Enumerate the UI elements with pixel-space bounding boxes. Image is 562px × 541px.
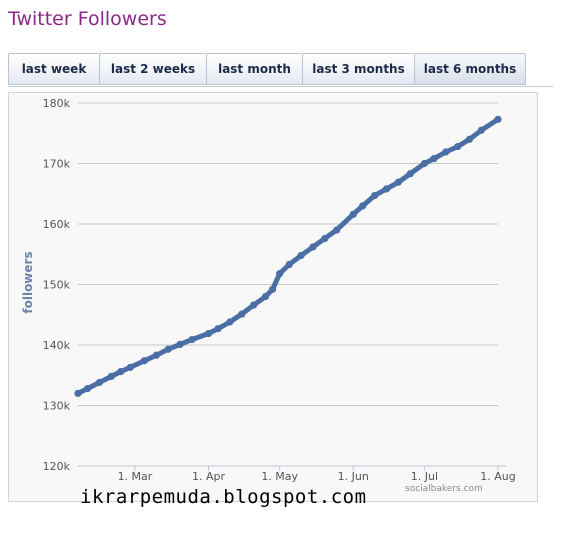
x-tick-label: 1. Jul bbox=[411, 470, 438, 483]
y-tick-label: 160k bbox=[43, 218, 71, 231]
y-tick-label: 120k bbox=[43, 460, 71, 473]
time-range-tabs: last week last 2 weeks last month last 3… bbox=[8, 53, 526, 87]
blog-watermark: ikrarpemuda.blogspot.com bbox=[80, 486, 367, 508]
series-points bbox=[74, 115, 502, 397]
y-tick-label: 140k bbox=[43, 339, 71, 352]
data-point bbox=[126, 363, 134, 371]
x-tick-label: 1. May bbox=[261, 470, 298, 483]
y-tick-label: 150k bbox=[43, 279, 71, 292]
data-point bbox=[430, 155, 438, 163]
data-point bbox=[371, 191, 379, 200]
tab-last-3-months[interactable]: last 3 months bbox=[302, 53, 414, 85]
data-point bbox=[406, 170, 414, 178]
data-point bbox=[164, 345, 172, 353]
data-point bbox=[214, 325, 222, 333]
data-point bbox=[359, 202, 367, 210]
data-point bbox=[117, 368, 125, 376]
data-point bbox=[394, 178, 402, 186]
data-point bbox=[226, 318, 234, 326]
data-point bbox=[309, 243, 317, 251]
data-point bbox=[268, 285, 277, 293]
tab-divider bbox=[8, 86, 553, 87]
data-point bbox=[188, 335, 196, 344]
chart-frame bbox=[8, 92, 538, 502]
y-tick-label: 170k bbox=[43, 158, 71, 171]
data-point bbox=[276, 270, 284, 278]
data-point bbox=[321, 234, 329, 243]
data-point bbox=[261, 293, 270, 301]
data-point bbox=[494, 115, 502, 123]
data-point bbox=[238, 310, 246, 318]
x-tick-label: 1. Jun bbox=[338, 470, 369, 483]
y-tick-labels: 120k 130k 140k 150k 160k 170k 180k bbox=[43, 97, 71, 473]
data-point bbox=[95, 378, 103, 387]
x-tick-label: 1. Aug bbox=[480, 470, 515, 483]
data-point bbox=[249, 301, 258, 309]
data-point bbox=[285, 260, 293, 269]
data-point bbox=[74, 389, 82, 397]
data-point bbox=[465, 135, 474, 143]
x-tick-label: 1. Mar bbox=[118, 470, 153, 483]
data-point bbox=[454, 142, 462, 151]
tab-last-6-months[interactable]: last 6 months bbox=[414, 53, 526, 85]
y-tick-label: 130k bbox=[43, 400, 71, 413]
tab-last-month[interactable]: last month bbox=[206, 53, 302, 85]
tab-last-2-weeks[interactable]: last 2 weeks bbox=[99, 53, 206, 85]
data-point bbox=[107, 372, 115, 381]
y-tick-label: 180k bbox=[43, 97, 71, 110]
data-point bbox=[349, 210, 357, 218]
y-axis-label: followers bbox=[21, 251, 35, 313]
data-point bbox=[140, 357, 149, 365]
data-point bbox=[204, 329, 213, 338]
x-tick-labels: 1. Mar 1. Apr 1. May 1. Jun 1. Jul 1. Aug bbox=[78, 465, 516, 483]
x-tick-label: 1. Apr bbox=[192, 470, 225, 483]
data-point bbox=[382, 185, 391, 193]
data-point bbox=[152, 351, 160, 359]
tab-last-week[interactable]: last week bbox=[8, 53, 99, 85]
data-point bbox=[333, 226, 341, 234]
data-point bbox=[442, 148, 450, 156]
page-title: Twitter Followers bbox=[8, 8, 167, 30]
data-point bbox=[477, 126, 485, 134]
data-point bbox=[297, 251, 305, 260]
data-point bbox=[83, 384, 92, 393]
data-point bbox=[176, 340, 184, 348]
data-point bbox=[420, 159, 429, 168]
chart-credit: socialbakers.com bbox=[405, 484, 483, 494]
